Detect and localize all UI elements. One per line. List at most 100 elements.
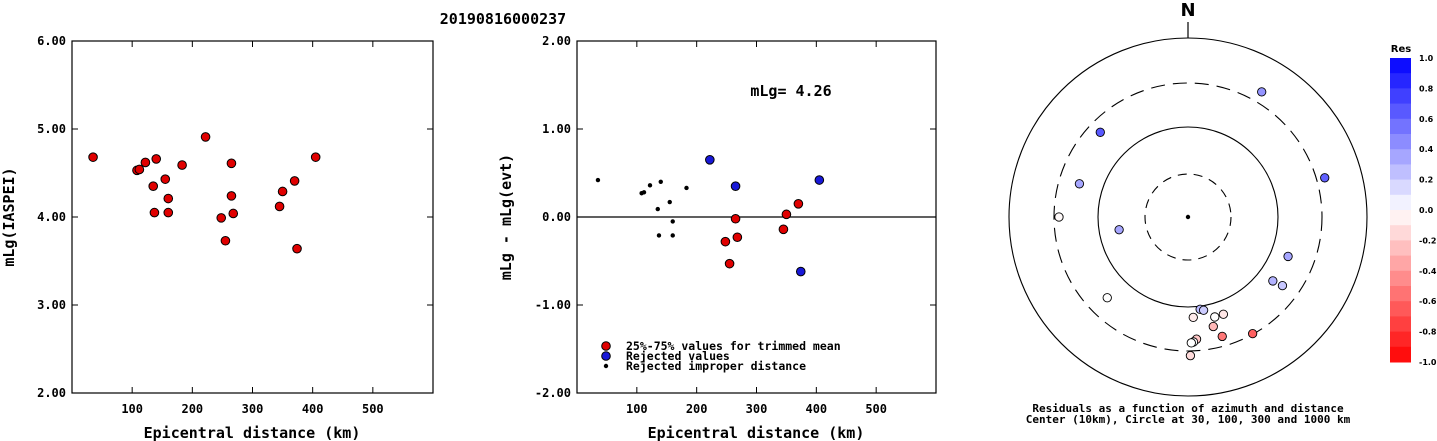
legend-marker-rejected <box>601 351 611 361</box>
middle-ytick-label: 0.00 <box>542 210 571 224</box>
polar-point <box>1054 212 1064 222</box>
middle-point-trimmed <box>793 199 804 209</box>
middle-point-improper <box>595 177 601 183</box>
colorbar-cell <box>1390 118 1411 135</box>
polar-point <box>1210 312 1220 322</box>
colorbar-tick-label: -1.0 <box>1419 358 1437 367</box>
colorbar-tick-label: 0.4 <box>1419 145 1434 154</box>
middle-point-improper <box>667 199 672 205</box>
middle-point-rejected <box>814 175 825 185</box>
left-chart: 2.00 3.00 4.00 5.00 6.00 100 200 300 400 500 Epi… <box>0 34 434 441</box>
residual-colorbar: Res 1.0 0.8 0.6 0.4 0.2 0.0 -0.2 -0.4 -0.6 -0.8 -1… <box>1390 44 1437 367</box>
polar-point <box>1283 251 1293 262</box>
left-ytick-label: 6.00 <box>37 34 66 48</box>
left-xtick-label: 100 <box>121 402 143 416</box>
polar-point <box>1320 173 1330 183</box>
left-point <box>228 208 239 219</box>
middle-point-improper <box>658 179 663 184</box>
colorbar-cells <box>1390 58 1411 363</box>
middle-xtick-label: 400 <box>805 402 827 416</box>
colorbar-tick-label: 1.0 <box>1419 54 1434 63</box>
polar-point <box>1095 127 1105 137</box>
left-point <box>226 158 237 169</box>
middle-ytick-label: -1.00 <box>535 298 571 312</box>
legend-marker-trimmed <box>601 341 611 351</box>
colorbar-cell <box>1390 134 1411 150</box>
middle-point-improper <box>670 219 675 224</box>
left-point <box>151 154 162 164</box>
polar-data-points <box>1054 87 1330 361</box>
colorbar-cell <box>1390 225 1411 241</box>
left-ytick-label: 5.00 <box>37 122 66 136</box>
middle-x-axis: 100 200 300 400 500 <box>626 41 887 416</box>
polar-point <box>1247 328 1258 339</box>
left-x-axis-label: Epicentral distance (km) <box>144 424 361 441</box>
middle-point-improper <box>656 233 662 238</box>
polar-center-dot <box>1185 214 1191 220</box>
left-xtick-label: 400 <box>302 402 324 416</box>
colorbar-cell <box>1390 73 1411 89</box>
middle-point-rejected <box>795 266 806 277</box>
colorbar-cell <box>1390 88 1411 105</box>
left-point <box>292 243 302 254</box>
middle-point-improper <box>670 233 675 238</box>
middle-ytick-label: 1.00 <box>542 122 571 136</box>
left-point <box>163 207 174 218</box>
left-xtick-label: 300 <box>242 402 264 416</box>
middle-y-axis: -2.00 -1.00 0.00 1.00 2.00 <box>535 34 936 400</box>
colorbar-tick-label: -0.6 <box>1419 297 1437 306</box>
polar-point <box>1198 305 1209 315</box>
colorbar-tick-label: -0.2 <box>1419 236 1437 245</box>
polar-point <box>1074 179 1085 189</box>
colorbar-cell <box>1390 103 1411 120</box>
left-point <box>310 152 321 162</box>
middle-xtick-label: 300 <box>746 402 768 416</box>
middle-point-trimmed <box>720 236 731 247</box>
colorbar-cell <box>1390 301 1411 317</box>
left-point <box>177 160 187 170</box>
legend-label-trimmed: 25%-75% values for trimmed mean <box>626 339 841 353</box>
left-point <box>148 181 159 191</box>
ring-300km <box>1053 82 1323 352</box>
left-chart-frame <box>71 40 434 394</box>
polar-point <box>1268 276 1278 286</box>
ring-1000km <box>1008 37 1368 397</box>
middle-point-trimmed <box>730 213 741 224</box>
colorbar-cell <box>1390 164 1411 181</box>
middle-xtick-label: 500 <box>865 402 887 416</box>
polar-point <box>1186 338 1196 348</box>
left-point <box>220 235 231 246</box>
left-x-axis: 100 200 300 400 500 <box>121 41 384 416</box>
left-point <box>200 132 211 142</box>
colorbar-ticks: 1.0 0.8 0.6 0.4 0.2 0.0 -0.2 -0.4 -0.6 -0.8 -1.0 <box>1419 54 1437 367</box>
colorbar-cell <box>1390 179 1411 196</box>
colorbar-cell <box>1390 194 1411 211</box>
left-y-axis-label: mLg(IASPEI) <box>0 167 18 266</box>
legend-label-rejected: Rejected values <box>626 349 730 363</box>
colorbar-cell <box>1390 331 1411 348</box>
middle-annotation-mlg: mLg= 4.26 <box>750 82 831 100</box>
left-ytick-label: 2.00 <box>37 386 66 400</box>
colorbar-cell <box>1390 316 1411 333</box>
middle-ytick-label: 2.00 <box>542 34 571 48</box>
left-point <box>226 191 237 201</box>
middle-xtick-label: 200 <box>686 402 708 416</box>
colorbar-tick-label: 0.6 <box>1419 115 1434 124</box>
middle-point-trimmed <box>781 209 792 220</box>
middle-xtick-label: 100 <box>626 402 648 416</box>
colorbar-cell <box>1390 346 1411 363</box>
colorbar-cell <box>1390 255 1411 272</box>
middle-point-trimmed <box>778 224 789 235</box>
left-point <box>134 164 145 175</box>
polar-point <box>1217 331 1227 342</box>
middle-legend: 25%-75% values for trimmed mean Rejected… <box>601 339 841 373</box>
middle-ytick-label: -2.00 <box>535 386 571 400</box>
left-xtick-label: 500 <box>362 402 384 416</box>
colorbar-cell <box>1390 210 1411 226</box>
polar-chart: N Residuals as a function of azimuth and… <box>1008 0 1368 426</box>
legend-marker-improper <box>603 363 609 369</box>
middle-point-rejected <box>705 155 715 165</box>
polar-point <box>1188 312 1198 323</box>
north-label: N <box>1180 0 1195 21</box>
